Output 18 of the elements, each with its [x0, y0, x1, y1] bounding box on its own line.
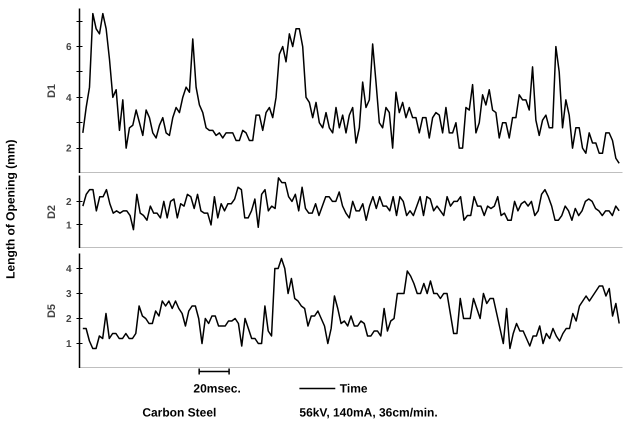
- y-tick-label: 2: [66, 196, 72, 208]
- text: Length of Opening (mm): [4, 140, 18, 279]
- y-axis-title: D5: [46, 304, 58, 318]
- y-tick-label: 6: [66, 42, 72, 54]
- text: Time: [340, 382, 368, 396]
- y-tick-label: 2: [66, 144, 72, 155]
- text: Carbon Steel: [142, 406, 216, 420]
- y-tick-label: 1: [66, 220, 72, 232]
- y-tick-label: 2: [66, 314, 72, 325]
- y-axis-title: D2: [46, 204, 58, 220]
- y-tick-label: 3: [66, 289, 72, 300]
- text: 56kV, 140mA, 36cm/min.: [299, 406, 438, 420]
- y-tick-label: 4: [66, 92, 72, 104]
- line-series: [82, 258, 620, 350]
- y-axis-title: D1: [46, 84, 58, 98]
- y-tick-label: 4: [66, 264, 72, 275]
- y-tick-label: 1: [66, 339, 72, 350]
- text: 20msec.: [193, 382, 241, 396]
